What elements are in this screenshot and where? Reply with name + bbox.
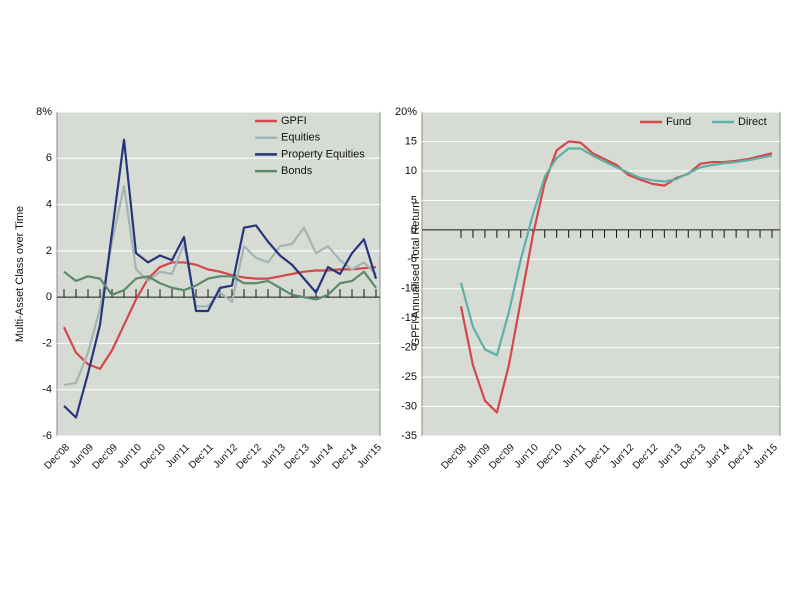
x-tick-label: Dec'08 [439, 442, 469, 472]
series-line [459, 147, 773, 357]
legend-label: Bonds [281, 165, 313, 177]
series-line [459, 140, 773, 414]
x-tick-label: Dec'12 [631, 442, 661, 472]
legend-label: Direct [738, 116, 767, 128]
y-tick-label: -10 [401, 283, 417, 295]
y-tick-label: -6 [42, 430, 52, 442]
y-tick-label: -20 [401, 342, 417, 354]
series-line [63, 184, 377, 387]
y-axis-title: GPFI Annualised Total Return [410, 202, 422, 347]
x-tick-label: Jun'15 [752, 442, 781, 471]
legend-label: Fund [666, 116, 691, 128]
y-tick-label: 4 [46, 198, 52, 210]
y-axis-title: Multi-Asset Class over Time [14, 206, 26, 342]
y-tick-label: -25 [401, 371, 417, 383]
y-tick-label: -35 [401, 430, 417, 442]
plot-area [56, 111, 381, 437]
y-tick-label: 0 [46, 291, 52, 303]
x-tick-label: Dec'14 [330, 442, 360, 472]
x-tick-label: Dec'11 [583, 442, 612, 471]
x-tick-label: Dec'11 [187, 442, 216, 471]
x-tick-label: Dec'10 [138, 442, 168, 472]
x-tick-label: Dec'14 [726, 442, 756, 472]
x-tick-label: Dec'10 [535, 442, 565, 472]
y-tick-label: 10 [405, 165, 417, 177]
legend-label: Property Equities [281, 148, 365, 160]
y-tick-label: -5 [407, 253, 417, 265]
y-tick-label: -30 [401, 400, 417, 412]
x-tick-label: Dec'12 [234, 442, 264, 472]
series-line [63, 138, 378, 419]
y-tick-label: 20% [395, 106, 417, 118]
y-tick-label: 6 [46, 152, 52, 164]
y-tick-label: -15 [401, 312, 417, 324]
y-tick-label: 15 [405, 135, 417, 147]
x-tick-label: Dec'09 [487, 442, 517, 472]
legend-label: Equities [281, 132, 321, 144]
y-tick-label: 0 [411, 224, 417, 236]
y-tick-label: 2 [46, 245, 52, 257]
x-tick-label: Dec'09 [90, 442, 120, 472]
legend-label: GPFI [281, 115, 307, 127]
x-tick-label: Dec'13 [679, 442, 709, 472]
y-tick-label: 8% [36, 106, 52, 118]
series-line [63, 261, 377, 370]
y-tick-label: -4 [42, 384, 52, 396]
y-tick-label: -2 [42, 337, 52, 349]
y-tick-label: 5 [411, 194, 417, 206]
x-tick-label: Dec'13 [282, 442, 312, 472]
series-line [63, 270, 377, 301]
x-tick-label: Jun'15 [356, 442, 385, 471]
x-tick-label: Dec'08 [42, 442, 72, 472]
